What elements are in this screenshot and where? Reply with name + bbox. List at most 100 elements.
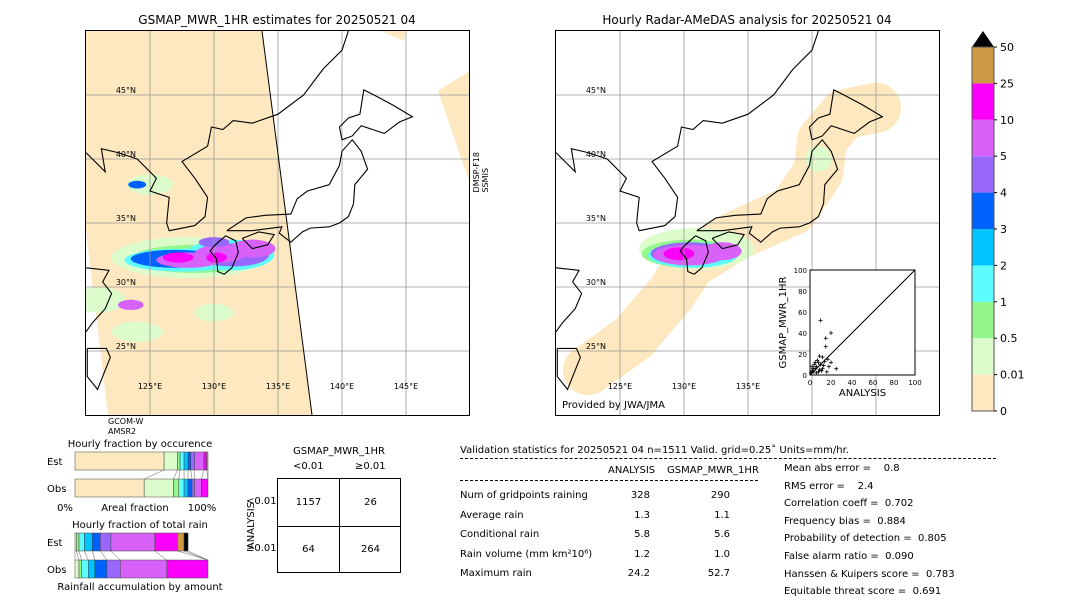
- data-point: [815, 358, 820, 363]
- coastline: [808, 89, 884, 141]
- bar-segment: [173, 478, 179, 498]
- colorbar-label: 2: [1000, 259, 1007, 272]
- credit-text: Provided by JWA/JMA: [562, 400, 665, 411]
- bar-segment: [163, 451, 178, 471]
- stats-header: Validation statistics for 20250521 04 n=…: [460, 445, 996, 459]
- score-line: Mean abs error = 0.8: [784, 463, 900, 474]
- colorbar-label: 0: [1000, 405, 1007, 418]
- bar-segment: [178, 478, 185, 498]
- contingency-table: 1157 26 64 264: [277, 478, 401, 573]
- bar-segment: [110, 532, 156, 552]
- colorbar-segment: [972, 156, 994, 193]
- lat-label: 25°N: [116, 342, 136, 351]
- x-tick-label: 40: [848, 379, 857, 387]
- colorbar-label: 3: [1000, 223, 1007, 236]
- stat-value: 1.3: [634, 509, 650, 521]
- x-tick-label: 60: [869, 379, 878, 387]
- bar-category-label: Est: [47, 457, 63, 468]
- sat-name: DMSP-F18: [472, 152, 481, 193]
- bar-segment: [74, 559, 80, 579]
- bar-segment: [177, 532, 185, 552]
- col-label: <0.01: [293, 461, 324, 472]
- coastline: [556, 31, 819, 232]
- stat-value: 5.8: [634, 529, 650, 540]
- data-point: [825, 357, 830, 362]
- coastline: [86, 347, 111, 391]
- score-line: Hanssen & Kuipers score = 0.783: [784, 568, 955, 580]
- score-line: False alarm ratio = 0.090: [784, 551, 914, 562]
- x-tick-label: 0: [808, 379, 812, 387]
- x-axis-label: ANALYSIS: [839, 388, 886, 399]
- data-point: [816, 369, 821, 374]
- data-point: [820, 366, 825, 371]
- col-header: GSMAP_MWR_1HR: [667, 465, 759, 476]
- colorbar-label: 50: [1000, 41, 1014, 54]
- colorbar-segment: [972, 265, 994, 302]
- cell: 64: [302, 544, 315, 555]
- coastline: [86, 267, 113, 333]
- bar-segment: [78, 532, 85, 552]
- rain-cell: [663, 247, 695, 261]
- coastline: [209, 235, 239, 275]
- bar-segment: [201, 478, 209, 498]
- chart-title: Hourly fraction of total rain: [72, 520, 208, 531]
- x-tick-label: 80: [890, 379, 899, 387]
- row-label: ≥0.01: [246, 543, 277, 554]
- connector-line: [187, 550, 209, 561]
- colorbar-segment: [972, 119, 994, 157]
- bar-segment: [191, 478, 195, 498]
- bar-segment: [78, 559, 82, 579]
- cell: 1157: [295, 497, 322, 508]
- data-point: [810, 368, 815, 373]
- colorbar-segment: [972, 229, 994, 266]
- bar-segment: [203, 451, 207, 471]
- stat-value: 1.2: [634, 548, 650, 560]
- lon-label: 130°E: [202, 382, 226, 391]
- data-point: [821, 363, 826, 368]
- lon-label: 125°E: [608, 382, 632, 391]
- lat-label: 30°N: [586, 278, 606, 287]
- lon-label: 130°E: [672, 382, 696, 391]
- bar-segment: [194, 451, 205, 471]
- coastline: [241, 231, 276, 250]
- score-line: Frequency bias = 0.884: [784, 515, 906, 527]
- data-point: [814, 370, 819, 375]
- y-axis-label: GSMAP_MWR_1HR: [778, 277, 789, 369]
- stat-value: 5.6: [714, 529, 730, 540]
- bar-segment: [183, 532, 189, 552]
- data-point: [809, 370, 814, 375]
- bar-segment: [92, 532, 101, 552]
- left-map-title: GSMAP_MWR_1HR estimates for 20250521 04: [138, 13, 416, 27]
- coastline: [696, 138, 839, 243]
- connector-line: [177, 550, 209, 561]
- data-point: [834, 366, 839, 371]
- bar-segment: [177, 451, 181, 471]
- bar-segment: [194, 478, 202, 498]
- score-line: Correlation coeff = 0.702: [784, 498, 914, 510]
- colorbar-label: 25: [1000, 77, 1014, 90]
- connector-line: [183, 550, 209, 561]
- axis-tick-label: 0%: [57, 503, 73, 514]
- coastline: [711, 231, 746, 250]
- bar-category-label: Est: [47, 538, 63, 549]
- data-point: [811, 366, 816, 371]
- data-point: [813, 360, 818, 365]
- colorbar-label: 5: [1000, 150, 1007, 163]
- lat-label: 35°N: [586, 214, 606, 223]
- connector-line: [201, 469, 205, 480]
- rain-cell: [162, 252, 194, 263]
- coastline: [338, 89, 414, 141]
- left-map-canvas: 45°N 40°N 35°N 30°N 25°N 125°E 130°E 135°E 140°E…: [86, 31, 469, 415]
- chart-title: Hourly fraction by occurence: [68, 439, 212, 450]
- swath-edge: [261, 31, 313, 415]
- score-line: Equitable threat score = 0.691: [784, 586, 942, 598]
- lat-label: 30°N: [116, 278, 136, 287]
- colorbar: 0 0.01 0.5 1 2 3 4 5 10 25 50: [971, 31, 1025, 418]
- rain-cell: [118, 299, 144, 311]
- bar-segment: [74, 478, 145, 498]
- axis-tick-label: 100%: [188, 503, 217, 514]
- rain-cell: [111, 321, 163, 343]
- bar-segment: [106, 559, 121, 579]
- bar-segment: [187, 451, 191, 471]
- ssmis-swath: [438, 71, 469, 181]
